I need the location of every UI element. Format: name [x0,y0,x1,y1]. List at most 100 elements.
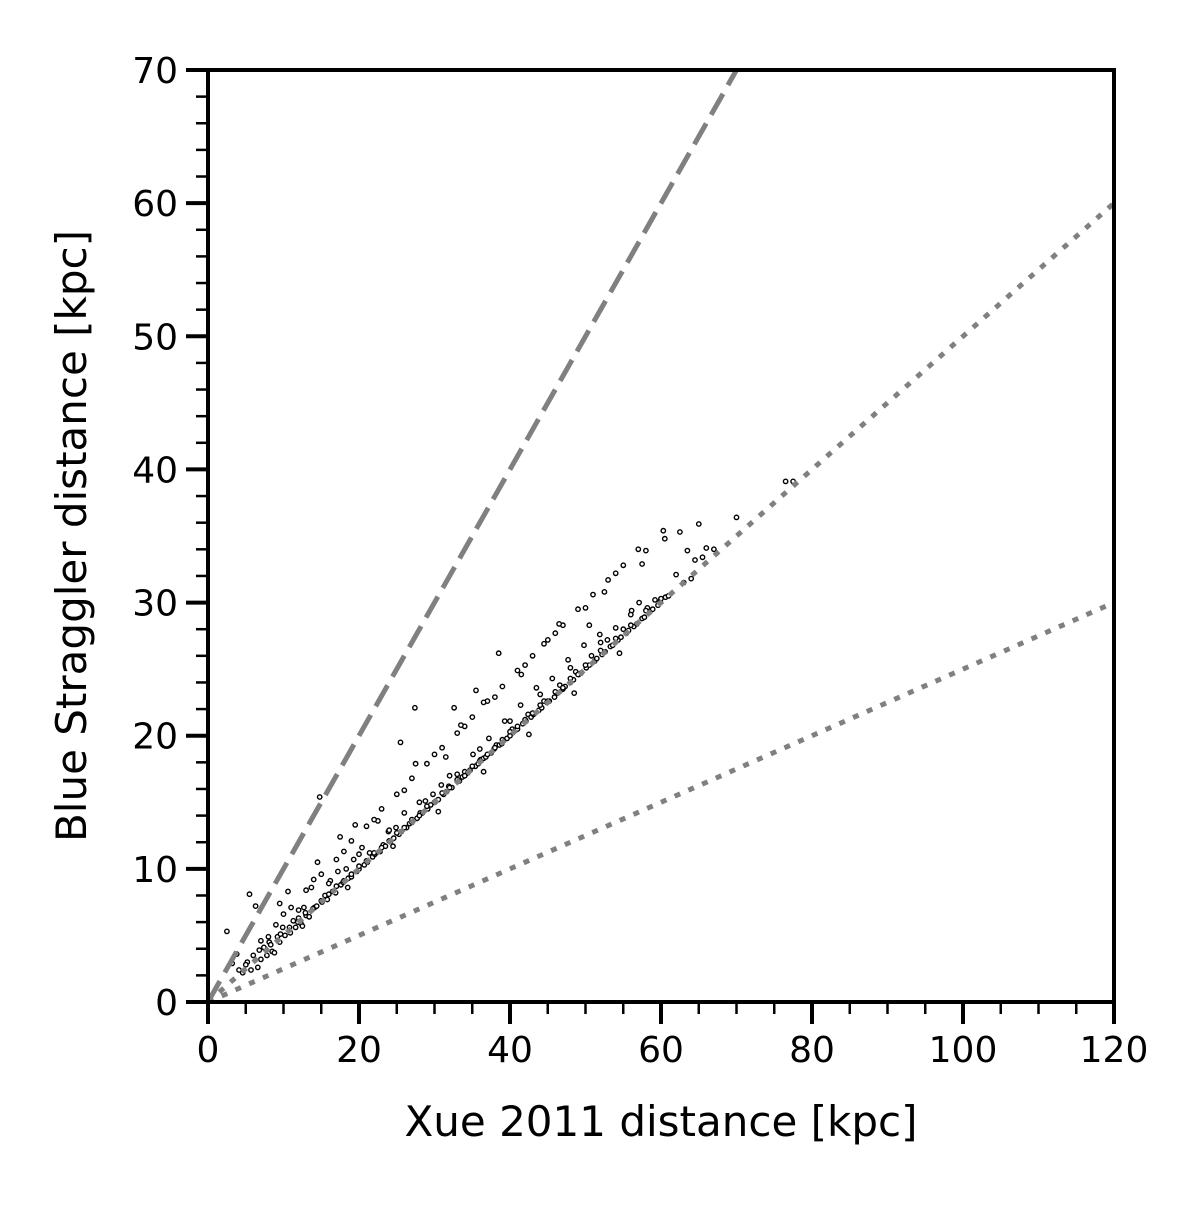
data-point [446,784,453,791]
data-point [529,652,536,659]
data-point [282,932,288,939]
data-point [451,704,457,711]
data-point [616,650,623,657]
data-point [401,810,408,816]
data-point [733,514,740,521]
data-point [279,924,286,931]
data-point [310,876,317,883]
data-point [461,772,468,779]
data-point [480,768,487,775]
data-point [703,545,710,551]
x-tick-label: 0 [197,1030,220,1071]
y-axis-label: Blue Straggler distance [kpc] [47,230,96,842]
data-point [280,911,287,917]
data-point [612,570,619,577]
data-point [469,763,476,770]
data-point [688,575,695,582]
y-tick-label: 70 [132,51,178,92]
data-point [544,637,551,643]
data-point [348,871,355,878]
data-point [256,947,263,953]
data-point [438,782,445,788]
data-point [308,884,315,891]
data-point [552,630,559,637]
reference-line-dashed [208,70,739,1002]
data-point [393,791,400,798]
data-point [257,937,264,944]
data-point [485,735,492,742]
data-point [604,637,611,643]
data-point [299,923,306,929]
data-point [285,888,291,895]
data-point [652,597,658,603]
data-point [290,917,297,924]
reference-line-dotted [208,600,1114,1002]
data-point [627,622,634,629]
data-point [605,577,611,583]
data-point [397,739,404,746]
data-point [454,730,461,736]
data-point [639,561,645,567]
data-point [620,626,627,633]
data-point [295,907,302,913]
data-point [581,642,587,649]
data-point [635,546,642,553]
y-tick-label: 60 [132,184,178,225]
data-point [430,791,436,798]
data-point [507,718,513,724]
data-point [501,718,508,724]
y-tick-label: 50 [132,317,178,358]
data-point [277,931,284,937]
data-point [601,589,608,595]
data-point [250,952,257,959]
data-point [590,591,596,598]
data-point [692,557,698,563]
data-point [371,850,377,856]
x-tick-label: 100 [929,1030,998,1071]
data-point [325,880,332,887]
data-point [469,714,476,720]
data-point [352,822,359,828]
data-point [313,903,320,909]
data-point [267,941,274,948]
data-point [499,683,506,690]
reference-line-dotted [208,201,1114,1002]
data-point [439,744,445,751]
data-point [272,921,279,928]
x-tick-label: 80 [789,1030,835,1071]
data-point [390,843,396,850]
data-point [337,834,343,840]
data-point [518,671,525,678]
data-point [348,838,355,844]
data-point [242,961,249,968]
y-tick-label: 0 [155,983,178,1024]
data-point [541,640,547,647]
data-point [526,731,532,738]
data-point [661,535,668,542]
data-point [263,952,270,959]
data-point [695,521,702,527]
data-point [491,694,498,700]
data-point [641,614,648,621]
data-point [435,808,442,815]
data-point [423,760,430,767]
data-point [343,866,350,872]
data-point [514,667,521,674]
data-point [325,891,332,898]
data-point [302,909,309,916]
data-point [248,967,254,973]
data-point [411,704,418,711]
data-point [549,675,556,682]
data-point [223,928,230,935]
data-point [684,547,691,554]
data-point [586,622,593,629]
data-point [620,562,627,569]
data-point [356,863,362,870]
data-point [276,900,283,907]
data-point [593,655,600,662]
data-point [597,639,604,646]
data-point [556,621,562,627]
data-point [677,529,683,535]
data-point [350,856,357,863]
